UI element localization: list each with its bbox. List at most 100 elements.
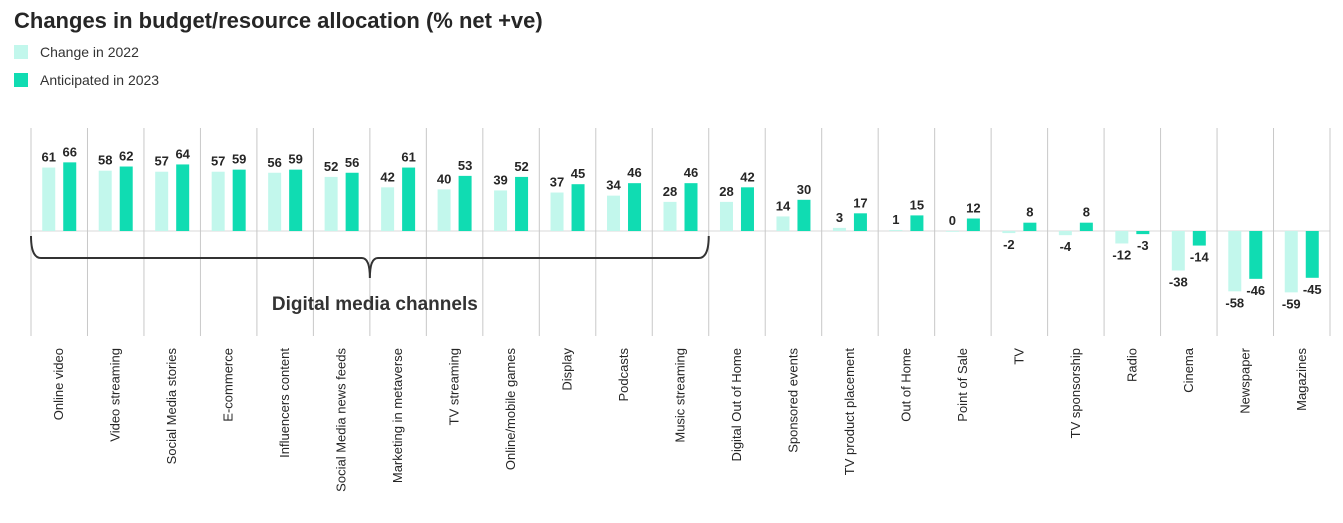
data-label-2023-digital-out-of-home: 42 (740, 169, 754, 184)
data-label-2022-e-commerce: 57 (211, 154, 225, 169)
data-label-2022-point-of-sale: 0 (949, 213, 956, 228)
data-label-2022-marketing-in-metaverse: 42 (380, 169, 394, 184)
data-label-2023-display: 45 (571, 166, 585, 181)
data-label-2023-cinema: -14 (1190, 250, 1210, 265)
bar-2022-cinema (1171, 231, 1185, 271)
bar-2022-tv-sponsorship (1058, 231, 1072, 236)
data-label-2023-tv-sponsorship: 8 (1083, 205, 1090, 220)
data-label-2022-video-streaming: 58 (98, 153, 112, 168)
category-label-sponsored-events: Sponsored events (785, 348, 800, 453)
data-label-2022-magazines: -59 (1282, 296, 1301, 311)
bar-2022-marketing-in-metaverse (381, 187, 395, 231)
category-label-online-mobile-games: Online/mobile games (503, 348, 518, 471)
category-label-tv: TV (1011, 348, 1026, 365)
data-label-2022-newspaper: -58 (1225, 295, 1244, 310)
data-label-2022-digital-out-of-home: 28 (719, 184, 733, 199)
bar-2023-display (571, 184, 585, 231)
category-label-point-of-sale: Point of Sale (955, 348, 970, 422)
bar-2022-social-media-stories (155, 171, 169, 231)
bar-2023-online-video (63, 162, 77, 231)
category-label-display: Display (560, 348, 575, 391)
bar-2023-cinema (1192, 231, 1206, 246)
data-label-2023-magazines: -45 (1303, 282, 1322, 297)
bar-2022-point-of-sale (945, 231, 959, 232)
annotation-bracket (30, 235, 710, 279)
bar-2023-music-streaming (684, 183, 698, 231)
bar-2023-podcasts (628, 183, 642, 231)
bar-2022-magazines (1284, 231, 1298, 293)
bar-2022-e-commerce (211, 171, 225, 231)
category-label-tv-sponsorship: TV sponsorship (1068, 348, 1083, 438)
category-label-cinema: Cinema (1181, 347, 1196, 393)
bar-2023-out-of-home (910, 215, 924, 231)
bar-2023-e-commerce (232, 169, 246, 231)
data-label-2022-display: 37 (550, 175, 564, 190)
bar-2023-tv (1023, 222, 1037, 231)
bar-2023-magazines (1305, 231, 1319, 278)
data-label-2022-online-video: 61 (42, 150, 56, 165)
bar-2022-influencers-content (268, 172, 282, 231)
category-label-podcasts: Podcasts (616, 348, 631, 402)
data-label-2023-point-of-sale: 12 (966, 201, 980, 216)
data-label-2022-music-streaming: 28 (663, 184, 677, 199)
bar-2022-video-streaming (98, 170, 112, 231)
data-label-2022-out-of-home: 1 (892, 212, 899, 227)
legend-label-2023: Anticipated in 2023 (40, 72, 160, 88)
data-label-2023-marketing-in-metaverse: 61 (401, 150, 415, 165)
data-label-2022-podcasts: 34 (606, 178, 621, 193)
data-label-2023-tv: 8 (1026, 205, 1033, 220)
data-label-2023-tv-product-placement: 17 (853, 195, 867, 210)
bar-2023-marketing-in-metaverse (402, 167, 416, 231)
legend-label-2022: Change in 2022 (40, 44, 139, 60)
bar-2022-music-streaming (663, 201, 677, 231)
bar-2023-newspaper (1249, 231, 1263, 279)
data-label-2022-tv-product-placement: 3 (836, 210, 843, 225)
data-label-2022-cinema: -38 (1169, 275, 1188, 290)
data-label-2023-newspaper: -46 (1246, 283, 1265, 298)
bar-2022-sponsored-events (776, 216, 790, 231)
data-label-2022-tv: -2 (1003, 237, 1015, 252)
bar-2023-point-of-sale (966, 218, 980, 231)
data-label-2022-influencers-content: 56 (267, 155, 281, 170)
category-label-tv-streaming: TV streaming (447, 348, 462, 425)
data-label-2023-online-video: 66 (63, 144, 77, 159)
legend-item-2023: Anticipated in 2023 (14, 72, 159, 88)
data-label-2023-music-streaming: 46 (684, 165, 698, 180)
legend-swatch-2023 (14, 73, 28, 87)
data-label-2023-e-commerce: 59 (232, 152, 246, 167)
category-label-digital-out-of-home: Digital Out of Home (729, 348, 744, 461)
bar-2022-online-video (42, 167, 56, 231)
category-label-marketing-in-metaverse: Marketing in metaverse (390, 348, 405, 483)
data-label-2023-social-media-news-feeds: 56 (345, 155, 359, 170)
data-label-2023-video-streaming: 62 (119, 149, 133, 164)
category-label-online-video: Online video (51, 348, 66, 420)
data-label-2022-sponsored-events: 14 (776, 198, 791, 213)
category-label-influencers-content: Influencers content (277, 348, 292, 458)
bar-2023-video-streaming (119, 166, 133, 231)
data-label-2022-radio: -12 (1112, 247, 1131, 262)
data-label-2023-tv-streaming: 53 (458, 158, 472, 173)
category-label-social-media-stories: Social Media stories (164, 348, 179, 465)
bar-2023-tv-product-placement (853, 213, 867, 231)
bar-2023-online-mobile-games (515, 176, 529, 231)
category-label-out-of-home: Out of Home (898, 348, 913, 422)
bar-2022-display (550, 192, 564, 231)
data-label-2023-podcasts: 46 (627, 165, 641, 180)
bar-2022-online-mobile-games (494, 190, 508, 231)
category-label-newspaper: Newspaper (1237, 347, 1252, 413)
legend-item-2022: Change in 2022 (14, 44, 139, 60)
bar-2023-tv-sponsorship (1079, 222, 1093, 231)
bar-2023-tv-streaming (458, 175, 472, 231)
bar-2022-tv-streaming (437, 189, 451, 231)
bar-2022-tv-product-placement (832, 227, 846, 231)
data-label-2023-online-mobile-games: 52 (514, 159, 528, 174)
bar-2023-social-media-stories (176, 164, 190, 231)
bar-2023-sponsored-events (797, 199, 811, 231)
bar-2022-out-of-home (889, 229, 903, 231)
data-label-2023-sponsored-events: 30 (797, 182, 811, 197)
data-label-2023-radio: -3 (1137, 238, 1149, 253)
data-label-2022-social-media-stories: 57 (154, 154, 168, 169)
data-label-2023-social-media-stories: 64 (175, 146, 190, 161)
bar-2022-tv (1002, 231, 1016, 234)
